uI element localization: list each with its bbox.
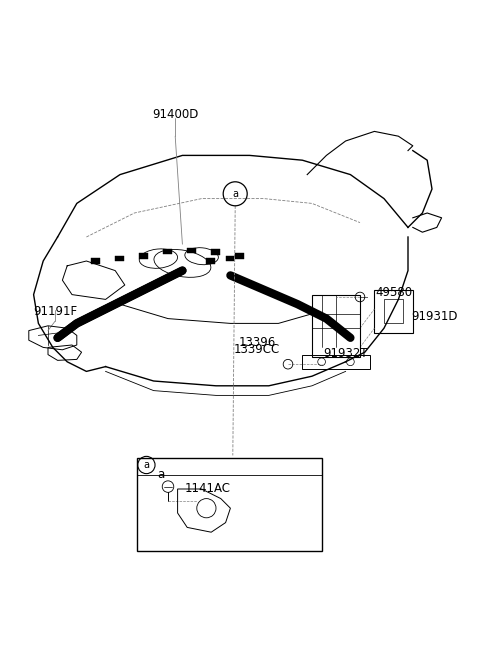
Text: 91932T: 91932T: [324, 347, 368, 360]
Bar: [115, 256, 124, 262]
Text: 91400D: 91400D: [152, 108, 198, 121]
Text: 49580: 49580: [375, 286, 412, 298]
Bar: [206, 258, 215, 264]
Bar: [374, 290, 413, 333]
Text: 91931D: 91931D: [411, 310, 457, 323]
Bar: [235, 253, 244, 259]
Text: a: a: [144, 460, 149, 470]
Bar: [139, 253, 148, 259]
Bar: [312, 294, 360, 357]
Text: 91191F: 91191F: [33, 305, 77, 318]
Bar: [226, 256, 234, 262]
Text: a: a: [232, 188, 238, 198]
Text: a: a: [157, 468, 165, 481]
Bar: [163, 248, 172, 254]
Text: 13396: 13396: [238, 336, 276, 349]
Text: 1339CC: 1339CC: [234, 343, 280, 356]
Bar: [91, 258, 100, 264]
Bar: [137, 458, 322, 551]
Bar: [187, 248, 196, 253]
Bar: [384, 300, 403, 324]
Text: 1141AC: 1141AC: [185, 482, 231, 496]
Bar: [302, 354, 370, 369]
Bar: [211, 250, 220, 255]
